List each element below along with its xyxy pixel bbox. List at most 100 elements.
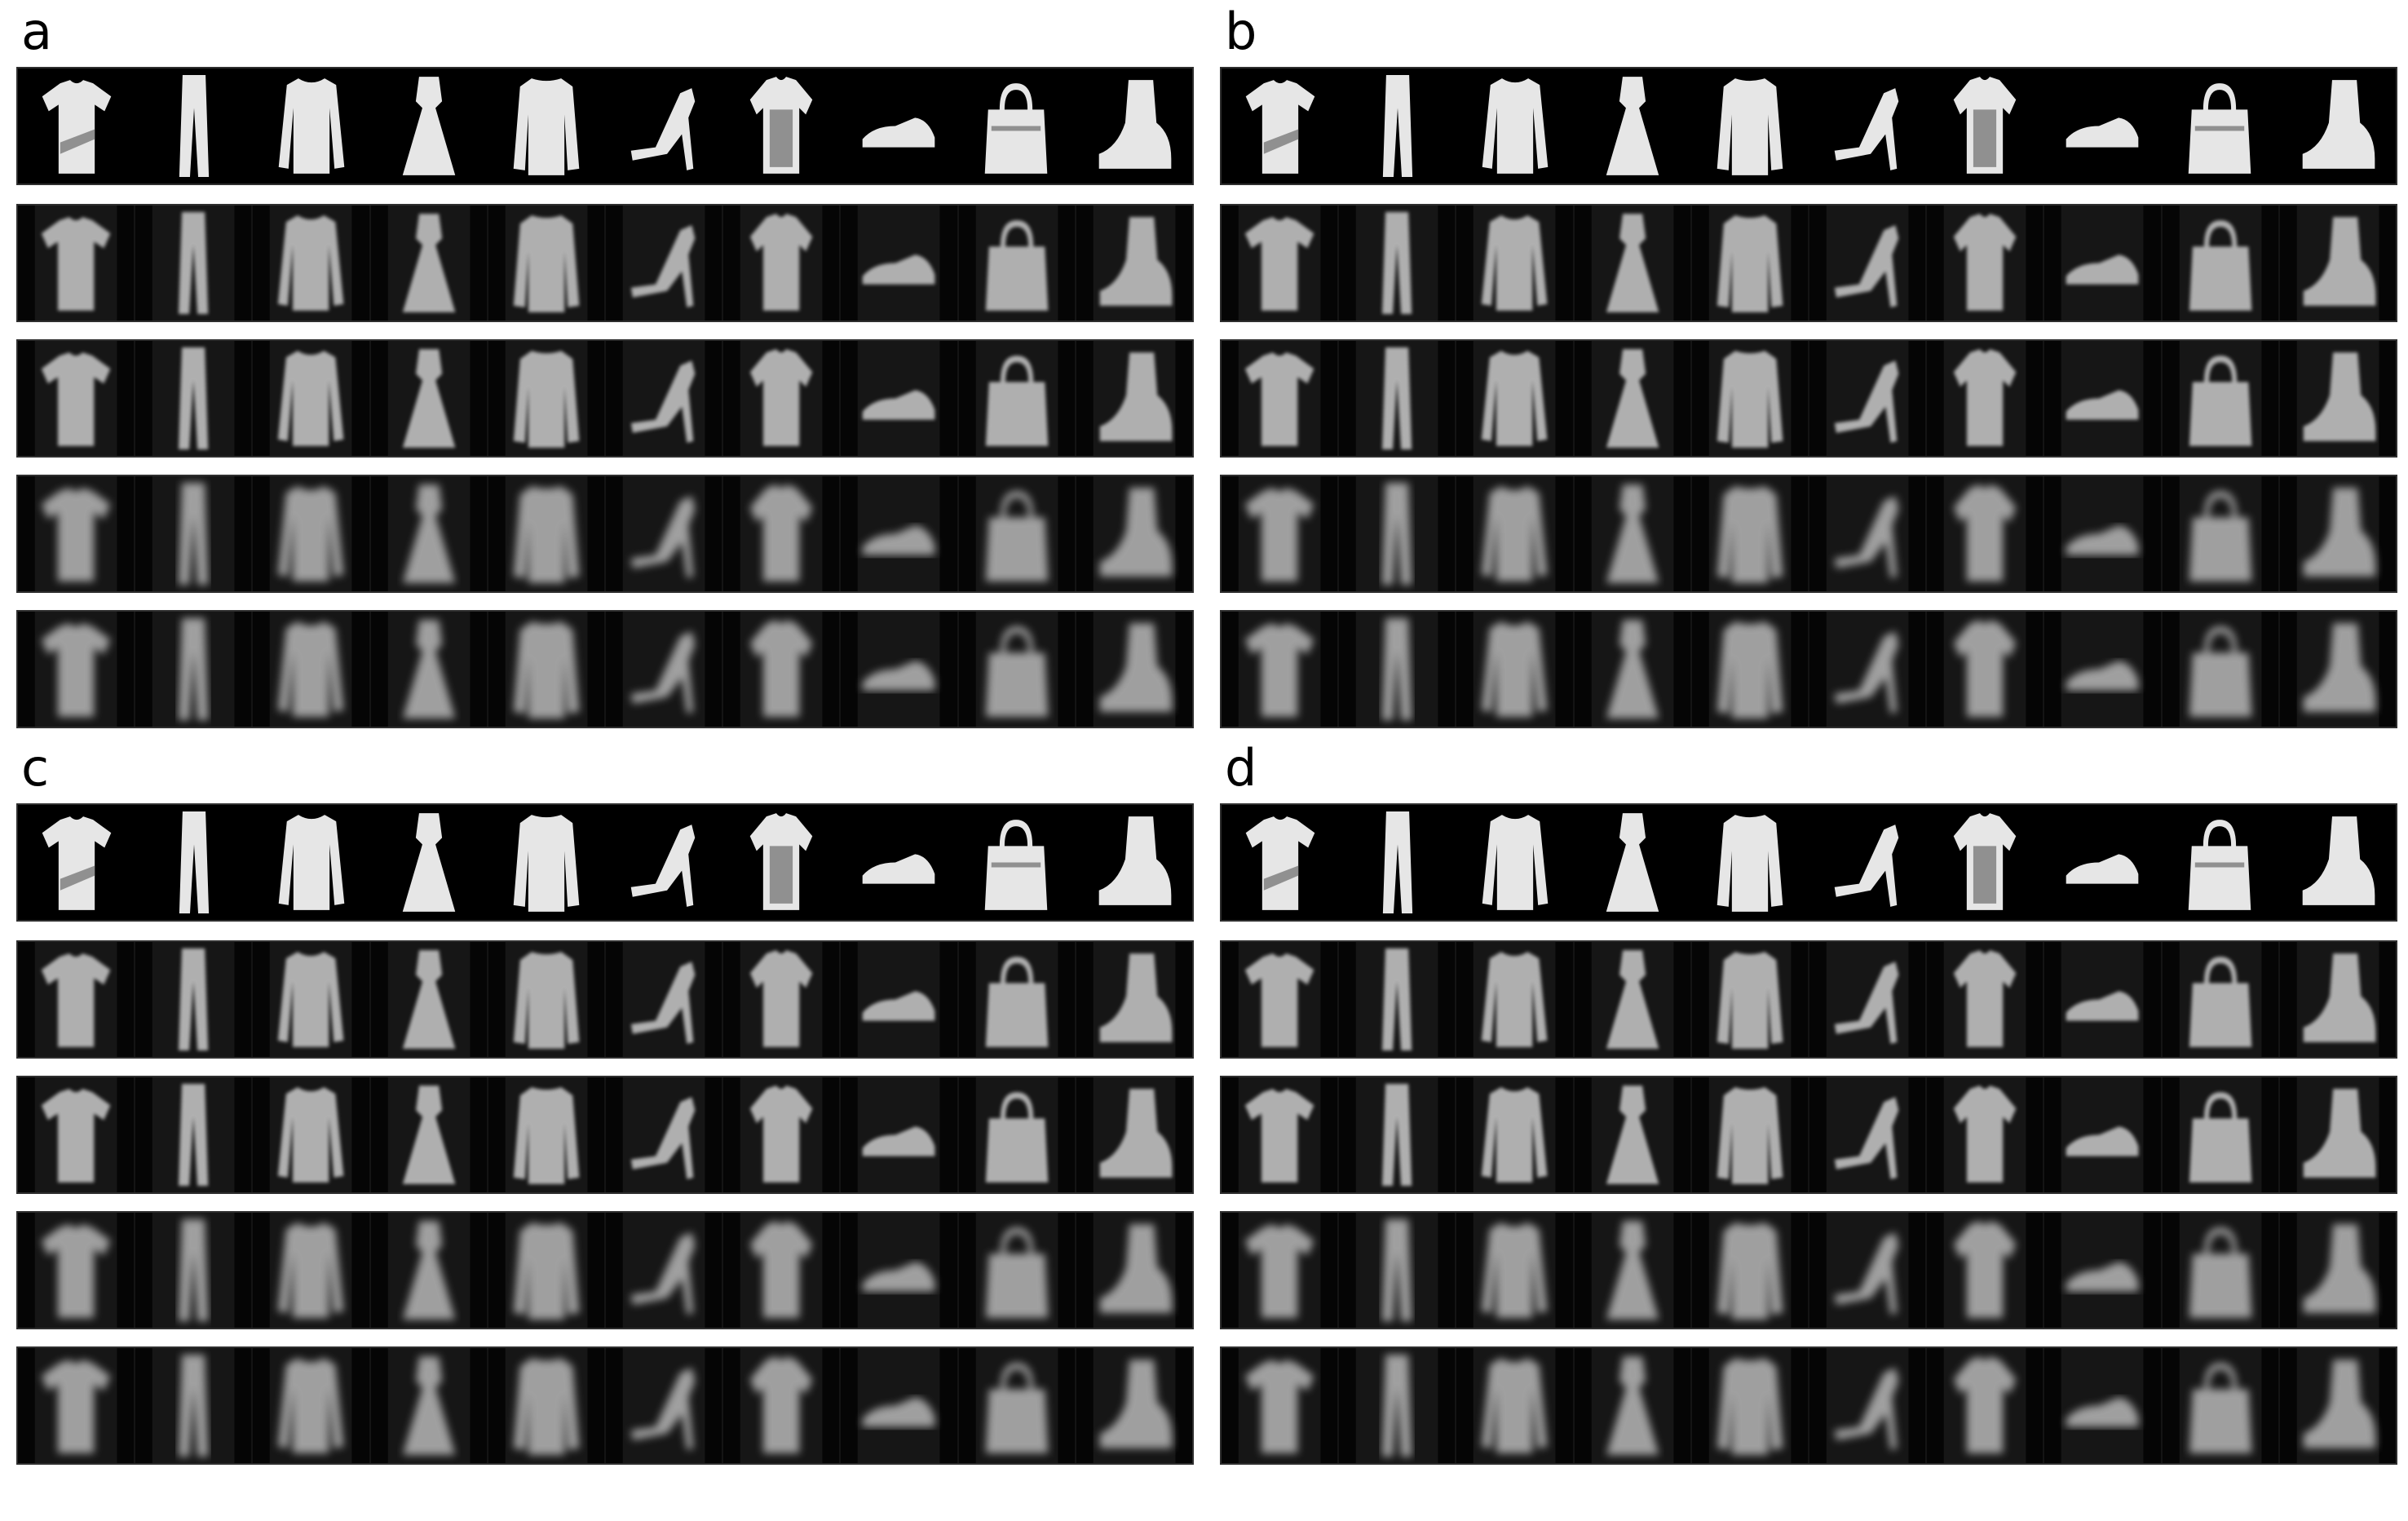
thumbnail-ankle-boot	[1076, 1348, 1192, 1463]
thumbnail-shirt	[723, 1348, 841, 1463]
ankle-boot-image	[2280, 612, 2396, 727]
thumbnail-sandal	[1809, 942, 1927, 1057]
thumbnail-dress	[371, 612, 488, 727]
reconstruction-row	[1220, 1076, 2397, 1194]
bag-image	[2163, 476, 2278, 591]
thumbnail-tshirt	[18, 206, 135, 321]
pullover-image	[1456, 476, 1572, 591]
thumbnail-ankle-boot	[2280, 1348, 2396, 1463]
trouser-image	[1339, 1348, 1455, 1463]
thumbnail-pullover	[1456, 805, 1574, 920]
thumbnail-sneaker	[841, 1213, 958, 1328]
tshirt-image	[1222, 1348, 1337, 1463]
thumbnail-trouser	[135, 1077, 253, 1192]
thumbnail-tshirt	[1222, 1213, 1339, 1328]
pullover-image	[1456, 1077, 1572, 1192]
thumbnail-dress	[371, 476, 488, 591]
sneaker-image	[2043, 805, 2161, 920]
bag-image	[959, 341, 1075, 456]
coat-image	[1692, 942, 1808, 1057]
panel-label: c	[21, 743, 49, 794]
reconstruction-row	[16, 204, 1194, 322]
thumbnail-trouser	[1339, 341, 1456, 456]
thumbnail-ankle-boot	[2280, 206, 2396, 321]
sandal-image	[606, 476, 722, 591]
trouser-image	[135, 805, 253, 920]
shirt-image	[723, 942, 839, 1057]
thumbnail-bag	[2163, 612, 2280, 727]
bag-image	[959, 206, 1075, 321]
bag-image	[957, 69, 1075, 183]
thumbnail-tshirt	[18, 341, 135, 456]
thumbnail-ankle-boot	[2280, 942, 2396, 1057]
reconstruction-row	[1220, 204, 2397, 322]
pullover-image	[253, 1213, 369, 1328]
thumbnail-bag	[2163, 1213, 2280, 1328]
thumbnail-shirt	[723, 942, 841, 1057]
shirt-image	[1927, 341, 2043, 456]
bag-image	[959, 612, 1075, 727]
thumbnail-sandal	[1809, 341, 1927, 456]
shirt-image	[1927, 476, 2043, 591]
thumbnail-sandal	[606, 942, 723, 1057]
tshirt-image	[18, 1077, 134, 1192]
shirt-image	[723, 476, 839, 591]
thumbnail-pullover	[1456, 1348, 1574, 1463]
pullover-image	[253, 476, 369, 591]
shirt-image	[723, 1348, 839, 1463]
thumbnail-sneaker	[2044, 942, 2162, 1057]
thumbnail-sandal	[606, 341, 723, 456]
reconstruction-row	[1220, 610, 2397, 728]
panel-b: b	[1220, 67, 2397, 785]
thumbnail-coat	[488, 612, 606, 727]
tshirt-image	[1222, 942, 1337, 1057]
bag-image	[957, 805, 1075, 920]
thumbnail-bag	[2163, 1348, 2280, 1463]
thumbnail-tshirt	[1222, 476, 1339, 591]
dress-image	[1575, 341, 1690, 456]
trouser-image	[135, 476, 251, 591]
sandal-image	[1809, 1348, 1925, 1463]
thumbnail-shirt	[1927, 942, 2044, 1057]
thumbnail-coat	[1692, 1213, 1809, 1328]
thumbnail-pullover	[253, 1348, 370, 1463]
thumbnail-bag	[2163, 476, 2280, 591]
shirt-image	[723, 1213, 839, 1328]
thumbnail-dress	[371, 1213, 488, 1328]
pullover-image	[1456, 341, 1572, 456]
ankle-boot-image	[1075, 805, 1192, 920]
tshirt-image	[1222, 69, 1339, 183]
sandal-image	[1809, 69, 1926, 183]
thumbnail-coat	[488, 1213, 606, 1328]
trouser-image	[135, 69, 253, 183]
thumbnail-trouser	[1339, 942, 1456, 1057]
thumbnail-shirt	[722, 69, 840, 183]
thumbnail-bag	[959, 206, 1076, 321]
sandal-image	[606, 1077, 722, 1192]
ankle-boot-image	[2280, 942, 2396, 1057]
thumbnail-coat	[488, 206, 606, 321]
pullover-image	[253, 805, 370, 920]
thumbnail-sneaker	[841, 1077, 958, 1192]
shirt-image	[1927, 206, 2043, 321]
thumbnail-sandal	[1809, 1348, 1927, 1463]
thumbnail-shirt	[1927, 1077, 2044, 1192]
coat-image	[488, 69, 605, 183]
bag-image	[2161, 805, 2278, 920]
thumbnail-trouser	[135, 476, 253, 591]
reconstruction-row	[1220, 1346, 2397, 1465]
thumbnail-trouser	[135, 69, 253, 183]
bag-image	[2163, 1348, 2278, 1463]
thumbnail-ankle-boot	[2280, 341, 2396, 456]
sandal-image	[605, 805, 722, 920]
thumbnail-bag	[959, 1213, 1076, 1328]
bag-image	[959, 1077, 1075, 1192]
pullover-image	[253, 1077, 369, 1192]
bag-image	[2163, 612, 2278, 727]
dress-image	[1575, 1348, 1690, 1463]
tshirt-image	[18, 612, 134, 727]
dress-image	[371, 1213, 487, 1328]
sneaker-image	[2044, 942, 2160, 1057]
thumbnail-trouser	[135, 805, 253, 920]
coat-image	[1692, 341, 1808, 456]
